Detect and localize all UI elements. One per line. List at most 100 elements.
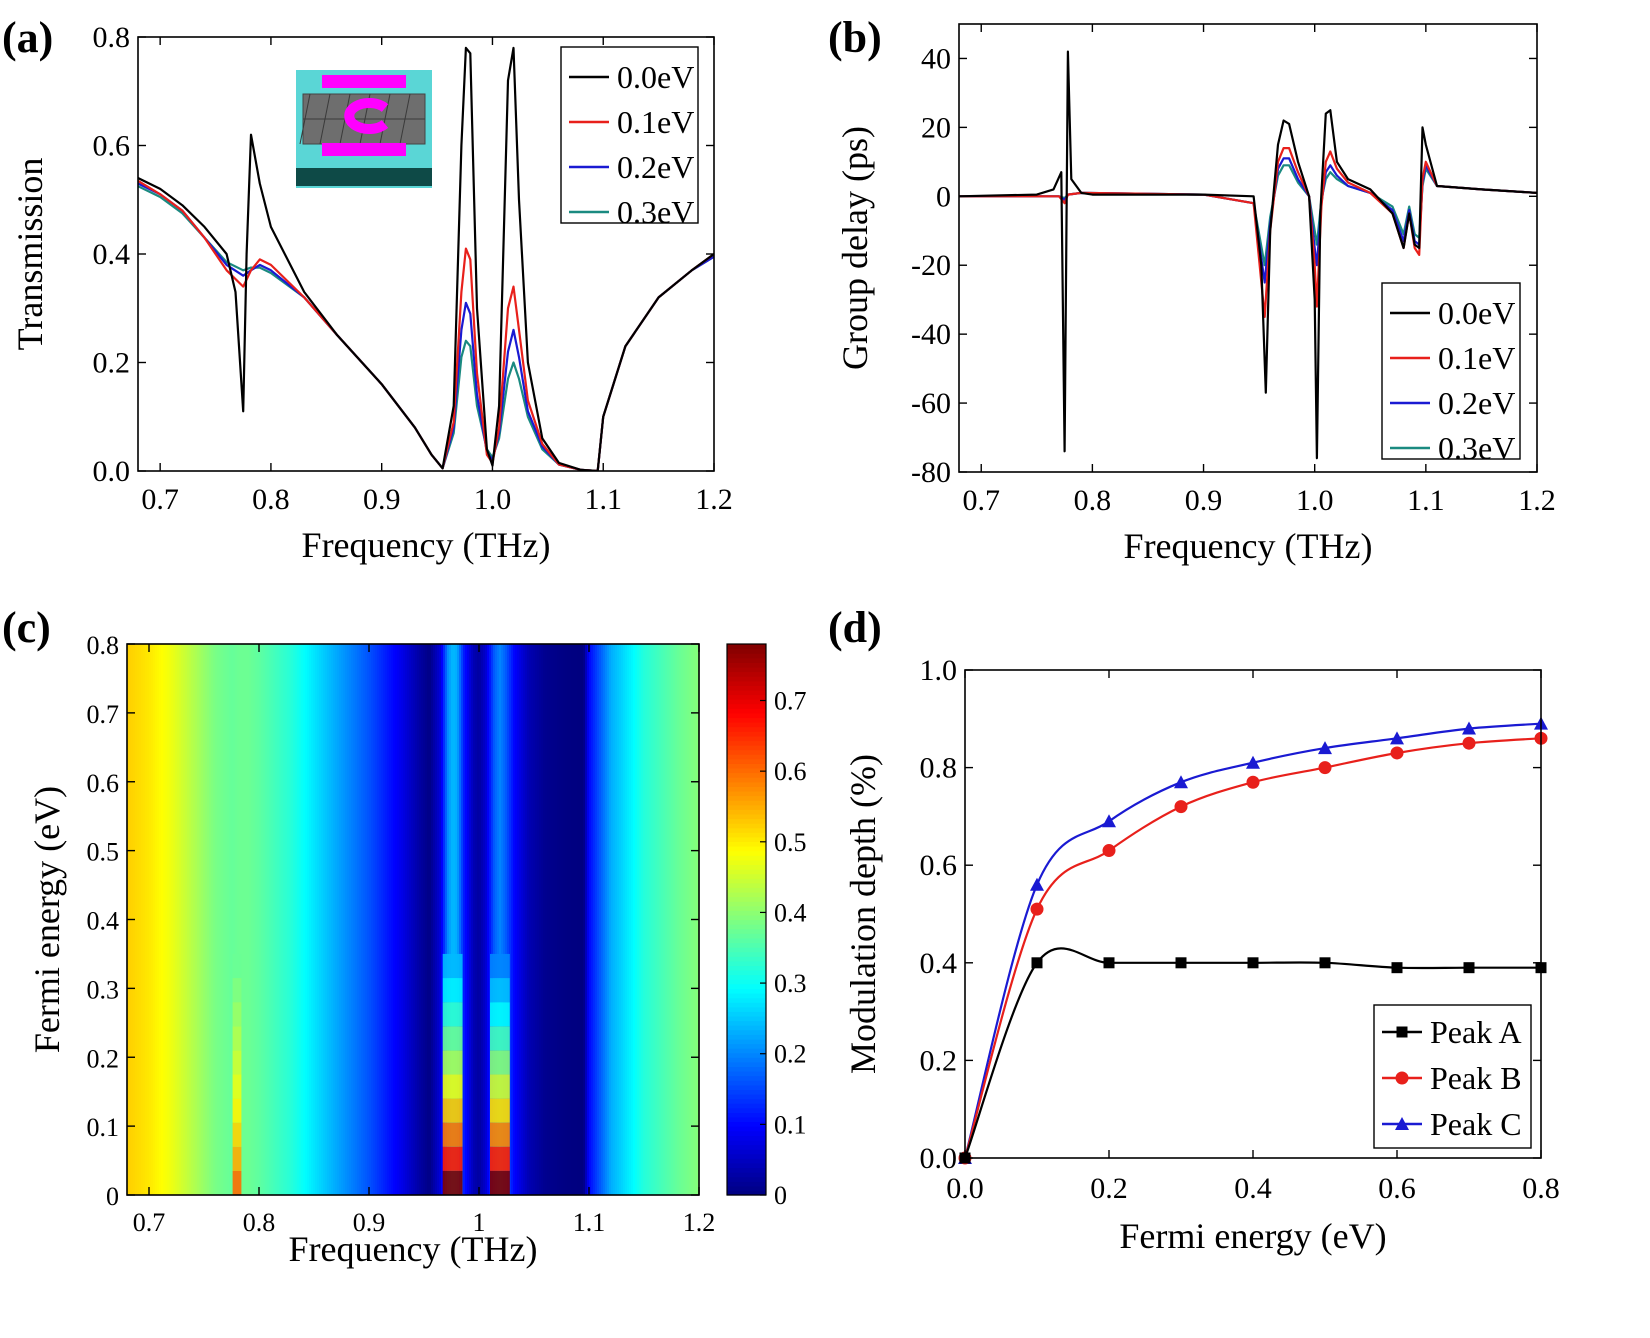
heatmap-column (625, 644, 628, 1195)
colorbar-segment (727, 740, 766, 746)
colorbar-segment (727, 676, 766, 682)
heatmap-column (223, 644, 226, 1195)
y-tick-label: 40 (921, 42, 951, 75)
heatmap-column (643, 644, 646, 1195)
heatmap-column (607, 644, 610, 1195)
heatmap-column (181, 644, 184, 1195)
colorbar-segment (727, 749, 766, 755)
colorbar-tick-label: 0.5 (774, 828, 807, 857)
heatmap-column (577, 644, 580, 1195)
colorbar-segment (727, 1162, 766, 1169)
panel-0-series (138, 46, 714, 471)
x-tick-label: 0.8 (1074, 484, 1112, 517)
colorbar: 0 0.1 0.2 0.3 0.4 0.5 0.6 0.7 (726, 643, 807, 1210)
heatmap-column (523, 644, 526, 1195)
colorbar-segment (727, 745, 766, 751)
heatmap-column (389, 644, 392, 1195)
colorbar-segment (727, 703, 766, 709)
heatmap-column (135, 644, 138, 1195)
data-point (1102, 844, 1116, 858)
colorbar-segment (727, 836, 766, 843)
colorbar-segment (727, 1002, 766, 1008)
heatmap-column (353, 644, 356, 1195)
colorbar-segment (727, 1144, 766, 1150)
data-point (1030, 902, 1044, 916)
colorbar-segment (727, 868, 766, 875)
heatmap-column (455, 644, 458, 1195)
heatmap-column (483, 644, 486, 1195)
x-tick-label: 0.6 (1378, 1172, 1416, 1205)
heatmap-column (453, 644, 456, 1195)
colorbar-segment (727, 979, 766, 985)
colorbar-segment (727, 855, 766, 861)
y-tick-label: 0.4 (93, 238, 131, 271)
y-tick-label: 0.2 (93, 347, 131, 380)
heatmap-column (433, 644, 436, 1195)
panel-label: (b) (828, 13, 882, 62)
heatmap-column (423, 644, 426, 1195)
colorbar-segment (727, 685, 766, 691)
heatmap-column (243, 644, 246, 1195)
colorbar-segment (727, 662, 766, 668)
colorbar-segment (727, 1176, 766, 1182)
heatmap-column (611, 644, 614, 1195)
colorbar-segment (727, 699, 766, 705)
heatmap-column (251, 644, 254, 1195)
heatmap-column (325, 644, 328, 1195)
data-point (1174, 775, 1188, 789)
colorbar-segment (727, 786, 766, 792)
colorbar-segment (727, 777, 766, 783)
heatmap-column (351, 644, 354, 1195)
heatmap-column (547, 644, 550, 1195)
legend-label: 0.0eV (1438, 295, 1515, 331)
colorbar-segment (727, 951, 766, 957)
heatmap-column (613, 644, 616, 1195)
heatmap-column (653, 644, 656, 1195)
heatmap-column (665, 644, 668, 1195)
heatmap-column (205, 644, 208, 1195)
heatmap-column (413, 644, 416, 1195)
heatmap-column (561, 644, 564, 1195)
heatmap-resonance-streak (232, 1002, 242, 1027)
legend-marker (1396, 1026, 1408, 1038)
panel-label: (a) (2, 13, 53, 62)
legend: 0.0eV 0.1eV 0.2eV 0.3eV (560, 46, 699, 230)
heatmap-column (401, 644, 404, 1195)
heatmap-column (427, 644, 430, 1195)
y-tick-label: 20 (921, 111, 951, 144)
panel-label: (c) (2, 603, 51, 652)
colorbar-segment (727, 947, 766, 953)
heatmap-column (517, 644, 520, 1195)
x-tick-label: 1.0 (474, 483, 512, 516)
heatmap-column (307, 644, 310, 1195)
heatmap-column (627, 644, 630, 1195)
heatmap-column (289, 644, 292, 1195)
colorbar-segment (727, 754, 766, 760)
colorbar-tick-label: 0.4 (774, 898, 807, 927)
heatmap-column (265, 644, 268, 1195)
heatmap-column (257, 644, 260, 1195)
heatmap-column (195, 644, 198, 1195)
heatmap-column (241, 644, 244, 1195)
colorbar-segment (727, 1093, 766, 1100)
colorbar-segment (727, 919, 766, 925)
panel-3-axes: 0.0 0.2 0.4 0.6 0.8 0.0 0.2 0.4 0.6 0.8 1.0 Fermi e… (828, 603, 1560, 1256)
heatmap-column (219, 644, 222, 1195)
colorbar-segment (727, 1015, 766, 1022)
heatmap-column (445, 644, 448, 1195)
heatmap-column (637, 644, 640, 1195)
y-tick-label: 0.8 (93, 21, 131, 54)
x-tick-label: 1.2 (695, 483, 733, 516)
heatmap-column (393, 644, 396, 1195)
heatmap-resonance-streak (490, 1170, 510, 1195)
colorbar-segment (727, 1043, 766, 1049)
heatmap-column (381, 644, 384, 1195)
heatmap-column (159, 644, 162, 1195)
heatmap-column (683, 644, 686, 1195)
colorbar-segment (727, 818, 766, 824)
legend-marker (1395, 1117, 1409, 1130)
heatmap-column (335, 644, 338, 1195)
colorbar-tick-label: 0.3 (774, 969, 807, 998)
heatmap-resonance-streak (442, 1026, 463, 1051)
series-line-0.2eV (959, 157, 1537, 284)
